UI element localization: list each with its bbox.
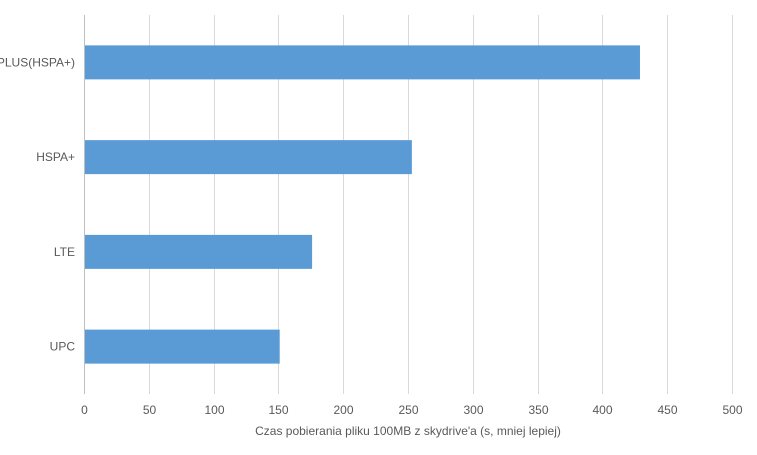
category-label: UPC [50, 340, 76, 354]
category-label: LTE [54, 245, 75, 259]
bar-upc [84, 329, 280, 364]
category-label: HSPA+ [36, 150, 75, 164]
bar-hspa [84, 140, 412, 175]
x-tick-labels: 0 50 100 150 200 250 300 350 400 450 500 [81, 403, 743, 417]
x-tick-label: 50 [143, 403, 157, 417]
x-tick-label: 500 [722, 403, 742, 417]
bars [84, 45, 640, 364]
x-tick-label: 150 [268, 403, 288, 417]
x-tick-label: 350 [528, 403, 548, 417]
category-labels: PLUS(HSPA+) HSPA+ LTE UPC [0, 55, 75, 353]
category-label: PLUS(HSPA+) [0, 55, 75, 69]
x-tick-label: 250 [398, 403, 418, 417]
x-tick-label: 450 [657, 403, 677, 417]
bar-lte [84, 234, 313, 269]
x-tick-label: 200 [333, 403, 353, 417]
bar-plus-hspa [84, 45, 640, 80]
x-tick-label: 400 [592, 403, 612, 417]
x-tick-label: 0 [81, 403, 88, 417]
x-tick-label: 300 [463, 403, 483, 417]
x-tick-label: 100 [204, 403, 224, 417]
x-axis-label: Czas pobierania pliku 100MB z skydrive'a… [255, 424, 561, 438]
